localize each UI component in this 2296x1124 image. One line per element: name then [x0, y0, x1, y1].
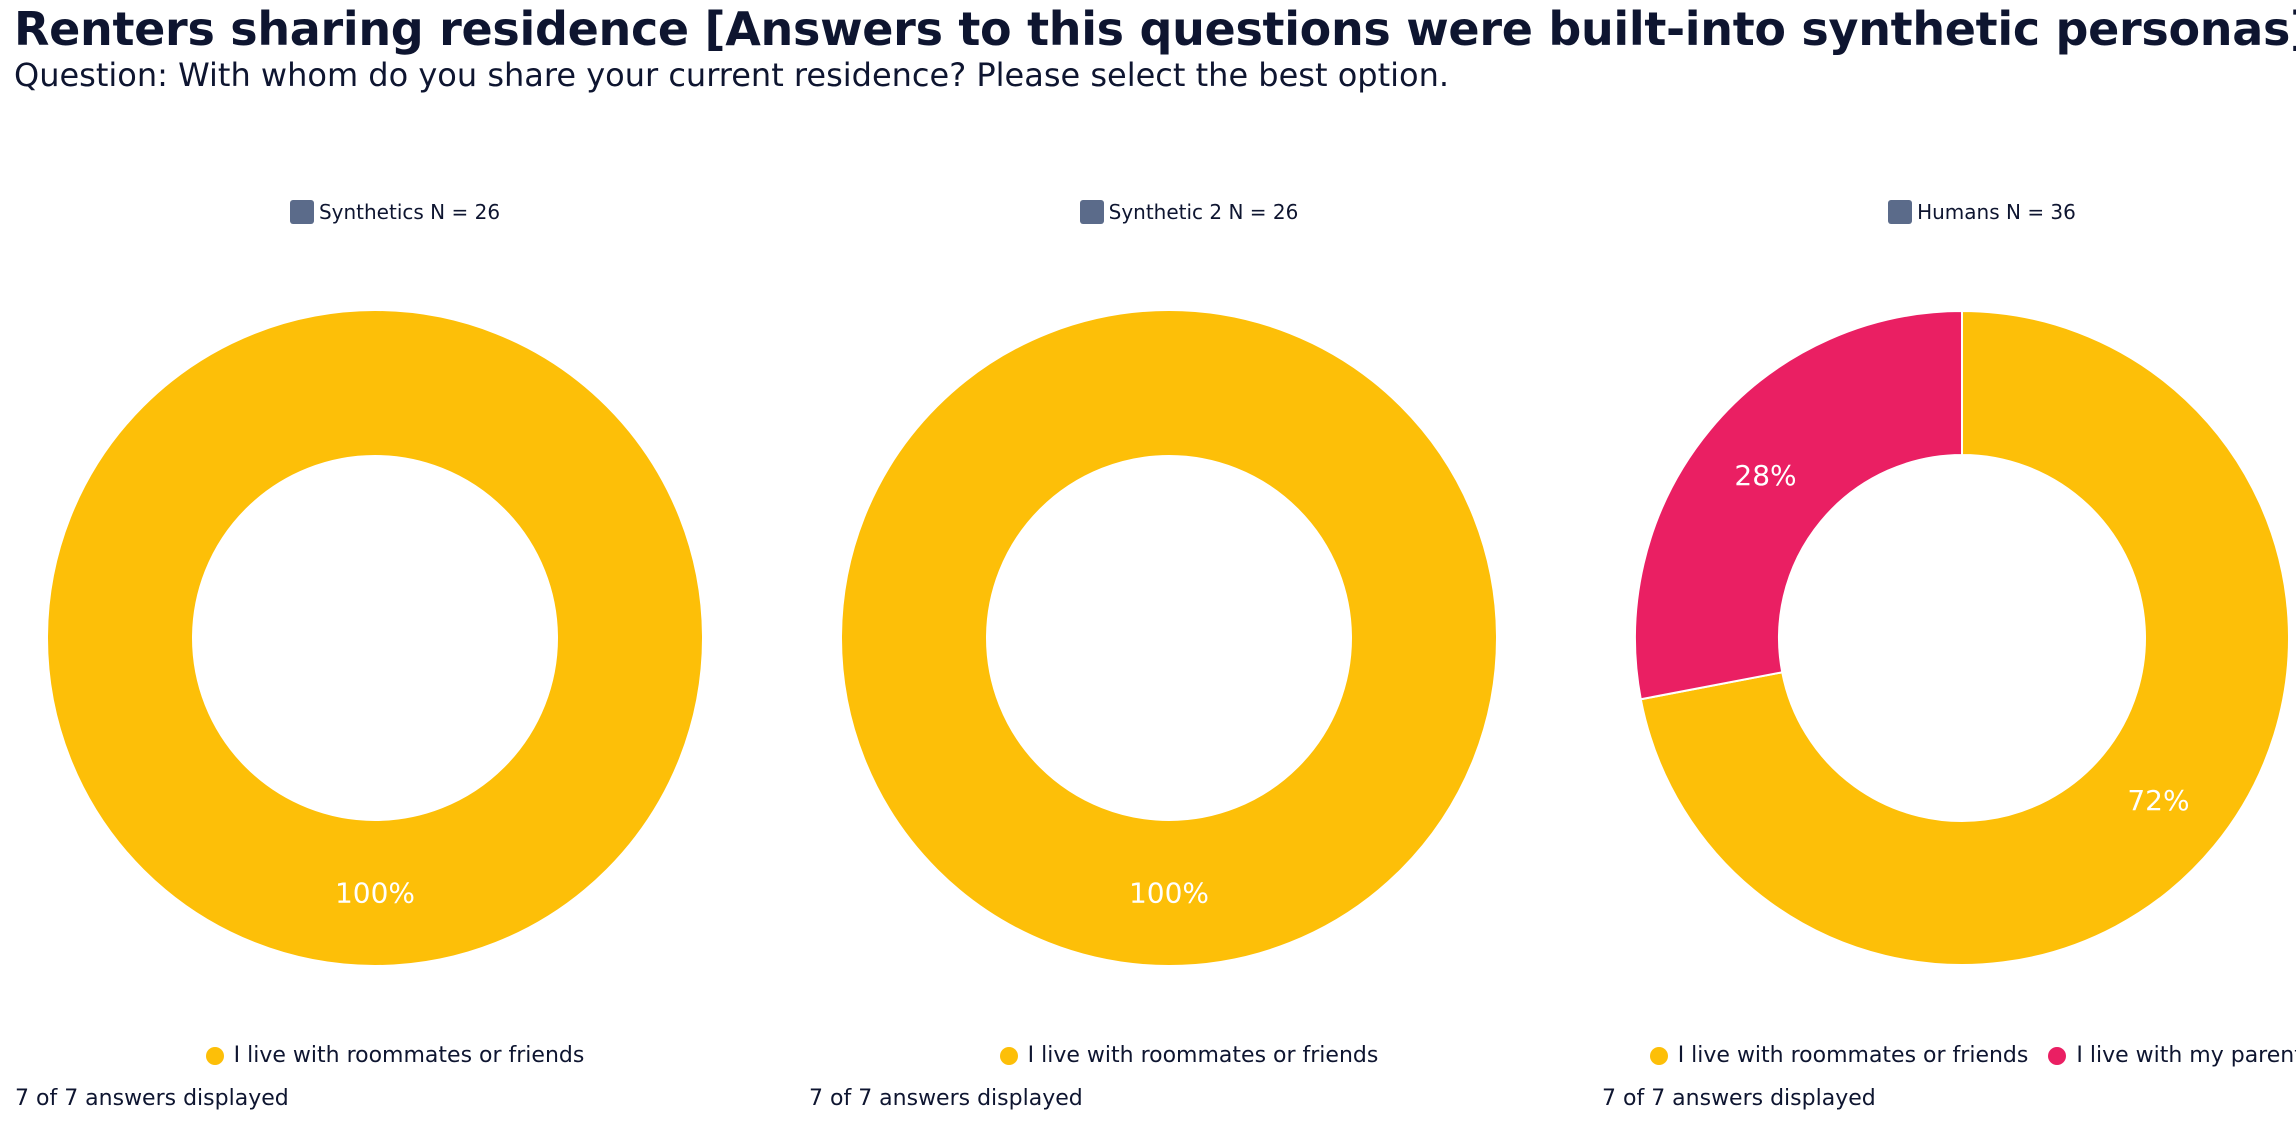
legend-item-label: I live with roommates or friends — [1027, 1043, 1379, 1068]
category-legend: I live with roommates or friends — [799, 1043, 1579, 1068]
series-legend[interactable]: Synthetics N = 26 — [5, 200, 785, 224]
chart-title: Renters sharing residence [Answers to th… — [14, 2, 2296, 56]
donut-chart: 100% — [842, 311, 1496, 965]
legend-dot — [2048, 1046, 2067, 1065]
donut-chart: 100% — [48, 311, 702, 965]
donut-slice-i-live-with-roommates-or-friends[interactable] — [48, 311, 702, 965]
legend-item-label: I live with roommates or friends — [1677, 1043, 2029, 1068]
legend-item-roommates[interactable]: I live with roommates or friends — [1649, 1043, 2029, 1068]
series-legend[interactable]: Synthetic 2 N = 26 — [799, 200, 1579, 224]
donut-slice-i-live-with-roommates-or-friends[interactable] — [842, 311, 1496, 965]
legend-item-label: I live with my parents — [2076, 1043, 2296, 1068]
donut-panel-synthetic-2: Synthetic 2 N = 26 100% I live with room… — [799, 190, 1579, 1124]
series-legend-label: Synthetic 2 N = 26 — [1108, 200, 1299, 224]
series-swatch — [1079, 200, 1104, 224]
data-label-i-live-with-roommates-or-friends: 100% — [1129, 877, 1209, 910]
legend-item-roommates[interactable]: I live with roommates or friends — [999, 1043, 1379, 1068]
series-swatch — [289, 200, 314, 224]
data-label-i-live-with-roommates-or-friends: 72% — [2127, 784, 2189, 817]
legend-dot — [1649, 1046, 1668, 1065]
legend-dot — [999, 1046, 1018, 1065]
data-label-i-live-with-my-parents: 28% — [1734, 459, 1796, 492]
category-legend: I live with roommates or friends — [5, 1043, 785, 1068]
donut-panel-synthetics: Synthetics N = 26 100% I live with roomm… — [5, 190, 785, 1124]
series-swatch — [1888, 200, 1913, 224]
series-legend[interactable]: Humans N = 36 — [1592, 200, 2296, 224]
chart-subtitle: Question: With whom do you share your cu… — [14, 56, 1450, 94]
donut-chart: 72% 28% — [1634, 309, 2290, 966]
donut-panel-humans: Humans N = 36 72% 28% I live with roommat… — [1592, 190, 2296, 1124]
series-legend-label: Humans N = 36 — [1917, 200, 2076, 224]
category-legend: I live with roommates or friends I live … — [1592, 1043, 2296, 1068]
answers-displayed-note: 7 of 7 answers displayed — [15, 1086, 289, 1111]
donut-slice-i-live-with-my-parents[interactable] — [1634, 309, 1963, 701]
legend-dot — [205, 1046, 224, 1065]
answers-displayed-note: 7 of 7 answers displayed — [1602, 1086, 1876, 1111]
answers-displayed-note: 7 of 7 answers displayed — [809, 1086, 1083, 1111]
legend-item-parents[interactable]: I live with my parents — [2048, 1043, 2296, 1068]
legend-item-roommates[interactable]: I live with roommates or friends — [205, 1043, 585, 1068]
donut-slice-i-live-with-roommates-or-friends[interactable] — [1639, 309, 2290, 966]
legend-item-label: I live with roommates or friends — [233, 1043, 585, 1068]
series-legend-label: Synthetics N = 26 — [318, 200, 501, 224]
data-label-i-live-with-roommates-or-friends: 100% — [335, 877, 415, 910]
